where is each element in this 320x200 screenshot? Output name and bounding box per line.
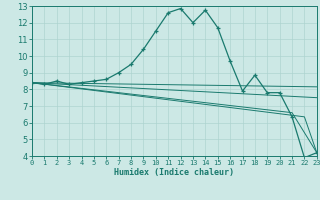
X-axis label: Humidex (Indice chaleur): Humidex (Indice chaleur) xyxy=(115,168,234,177)
